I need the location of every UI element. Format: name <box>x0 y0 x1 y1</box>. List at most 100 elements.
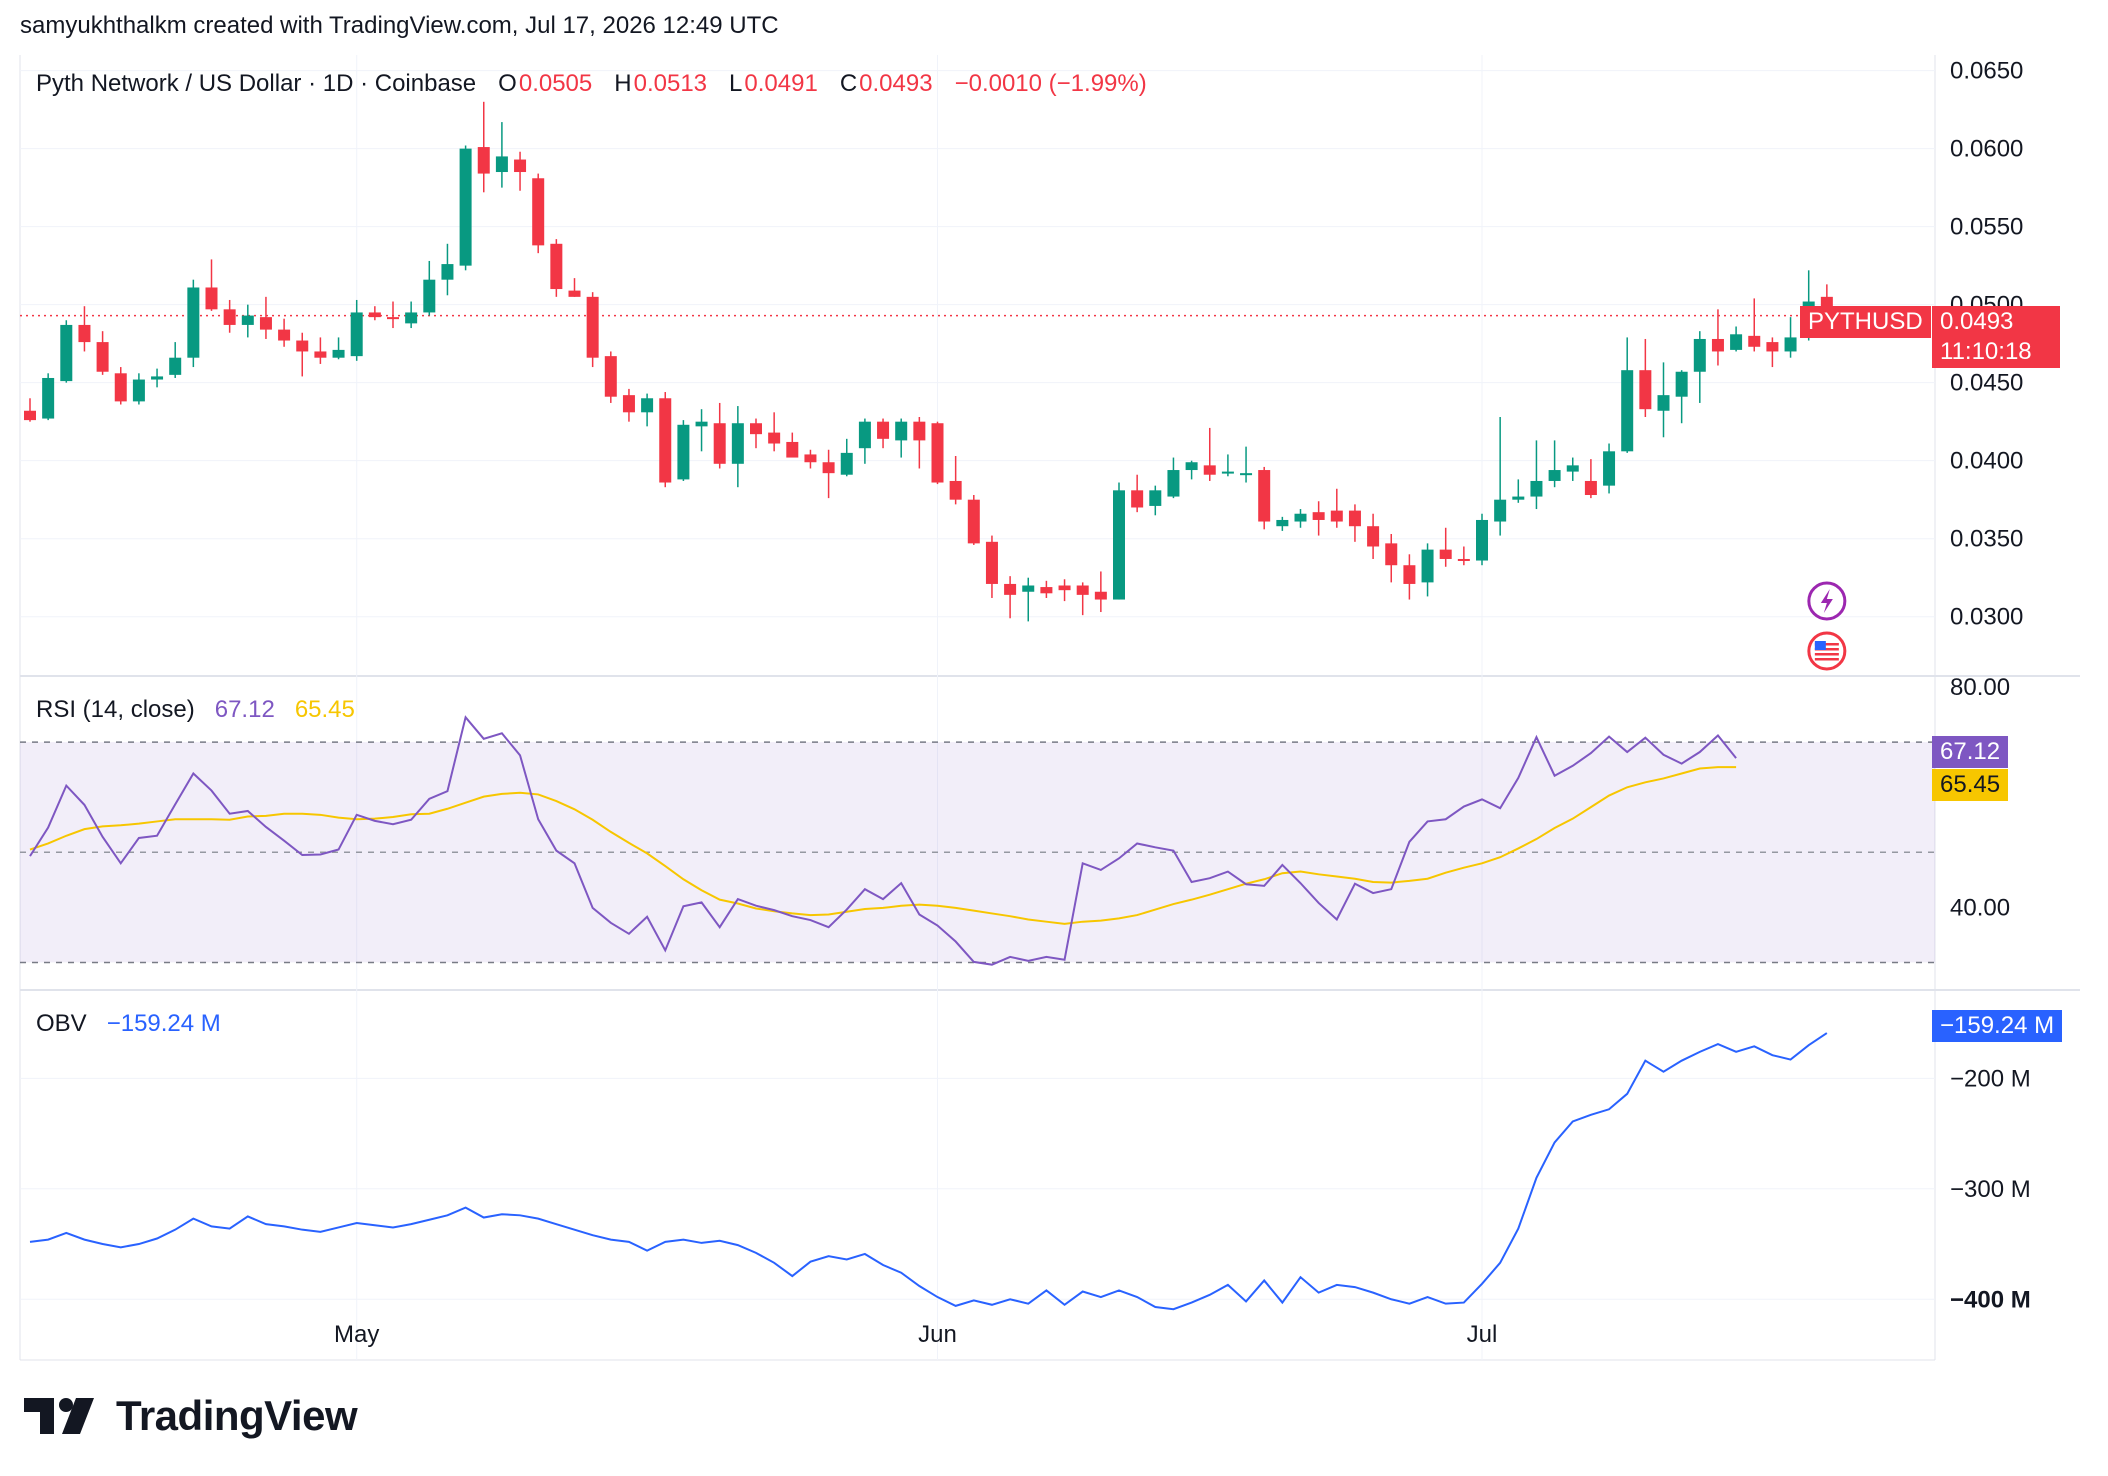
candle-body <box>405 312 418 324</box>
candle-body <box>387 317 399 320</box>
us-flag-icon-ring <box>1807 631 1847 671</box>
candle-body <box>1058 585 1071 591</box>
time-tick-label: Jul <box>1467 1321 1498 1348</box>
candle-body <box>1276 519 1289 527</box>
candle-body <box>78 324 91 343</box>
change-value: −0.0010 (−1.99%) <box>954 70 1147 97</box>
rsi-line <box>29 715 1737 966</box>
symbol-badge: PYTHUSD <box>1800 306 1931 338</box>
rsi-ma-line <box>29 766 1737 925</box>
candle-body <box>1548 470 1561 481</box>
candle-body <box>350 312 363 357</box>
obv-value: −159.24 M <box>106 1010 221 1037</box>
candle-body <box>804 454 817 463</box>
candle-body <box>1766 342 1779 352</box>
candle-body <box>1113 490 1125 600</box>
tradingview-logo-text: TradingView <box>116 1392 358 1439</box>
candle-body <box>423 279 436 313</box>
candle-body <box>1294 513 1307 522</box>
candle-body <box>1022 585 1035 592</box>
us-flag-icon <box>1807 631 1847 671</box>
candle-body <box>1403 565 1416 584</box>
high-value: 0.0513 <box>633 70 708 97</box>
candle-body <box>1149 490 1162 506</box>
obv-axis-badge: −159.24 M <box>1932 1010 2063 1042</box>
candle-body <box>1657 395 1670 411</box>
candle-body <box>913 421 926 441</box>
candle-body <box>332 349 345 358</box>
candle-body <box>151 376 164 380</box>
candle-body <box>949 480 962 500</box>
lightning-icon-bolt <box>1820 589 1833 613</box>
candle-body <box>223 309 236 325</box>
candle-body <box>441 264 454 280</box>
attribution-header: samyukhthalkm created with TradingView.c… <box>20 12 779 39</box>
candle-body <box>586 296 599 358</box>
candle-body <box>731 423 744 464</box>
price-legend: Pyth Network / US Dollar · 1D · Coinbase… <box>36 70 1149 98</box>
obv-legend: OBV −159.24 M <box>36 1010 221 1038</box>
candle-body <box>132 379 145 402</box>
candle-body <box>241 315 254 325</box>
low-label: L <box>729 70 743 97</box>
low-value: 0.0491 <box>744 70 818 97</box>
candle-body <box>1258 470 1271 522</box>
last-price-badge: 0.0493 <box>1932 306 2060 338</box>
rsi-ma-axis-badge: 65.45 <box>1932 769 2009 801</box>
candle-body <box>114 373 127 402</box>
rsi-value: 67.12 <box>214 696 275 723</box>
candle-body <box>1076 585 1089 595</box>
candle-body <box>1240 473 1253 476</box>
candle-body <box>1004 583 1017 595</box>
price-tick-label: 0.0550 <box>1950 214 2023 241</box>
candle-body <box>786 441 799 458</box>
time-tick-label: May <box>334 1321 379 1348</box>
candle-body <box>1476 519 1488 561</box>
candle-body <box>768 432 781 444</box>
price-tick-label: 0.0450 <box>1950 370 2023 397</box>
rsi-axis-badge: 67.12 <box>1932 736 2009 768</box>
us-flag-stripe <box>1814 653 1839 656</box>
obv-tick-label: −300 M <box>1950 1176 2031 1203</box>
symbol-title[interactable]: Pyth Network / US Dollar · 1D · Coinbase <box>36 70 477 97</box>
candle-body <box>967 499 980 544</box>
candle-body <box>1784 337 1797 352</box>
candle-body <box>368 312 381 318</box>
candle-body <box>1040 587 1053 594</box>
rsi-tick-label: 80.00 <box>1950 674 2010 701</box>
rsi-title[interactable]: RSI (14, close) <box>36 696 195 723</box>
tradingview-logo[interactable]: TradingView <box>24 1392 358 1440</box>
candle-body <box>1730 334 1743 350</box>
time-tick-label: Jun <box>918 1321 957 1348</box>
obv-tick-label: −400 M <box>1950 1286 2031 1313</box>
candle-body <box>604 356 617 397</box>
candle-body <box>1367 526 1380 547</box>
candle-body <box>1512 496 1525 500</box>
candle-body <box>1439 549 1452 559</box>
rsi-tick-label: 40.00 <box>1950 894 2010 921</box>
candle-body <box>1167 470 1180 497</box>
us-flag-stripe <box>1814 643 1839 646</box>
candle-body <box>1221 471 1234 474</box>
close-label: C <box>839 70 858 97</box>
countdown-badge: 11:10:18 <box>1932 336 2060 368</box>
obv-tick-label: −200 M <box>1950 1065 2031 1092</box>
obv-title[interactable]: OBV <box>36 1010 87 1037</box>
candle-body <box>1748 335 1761 347</box>
candle-body <box>641 398 654 413</box>
high-label: H <box>614 70 632 97</box>
candle-body <box>1348 510 1361 527</box>
candle-body <box>24 410 36 421</box>
candle-body <box>1312 512 1325 520</box>
candle-body <box>96 342 109 372</box>
candle-body <box>677 424 690 480</box>
price-tick-label: 0.0300 <box>1950 604 2023 631</box>
candle-body <box>205 287 218 310</box>
open-label: O <box>498 70 517 97</box>
candle-body <box>1131 490 1144 508</box>
candle-body <box>568 290 581 297</box>
lightning-icon <box>1807 581 1847 621</box>
close-value: 0.0493 <box>859 70 933 97</box>
candle-body <box>622 395 635 413</box>
